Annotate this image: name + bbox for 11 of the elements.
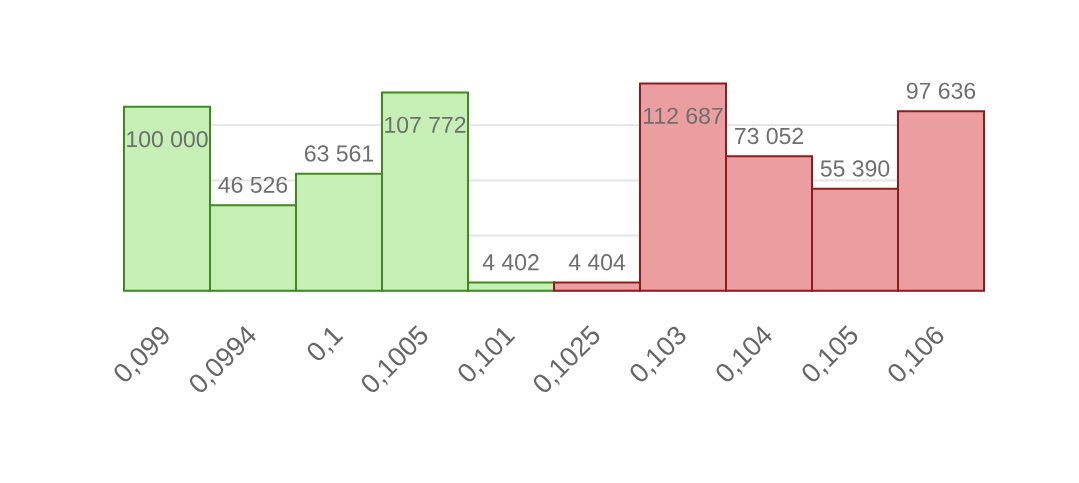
data-label: 97 636 <box>906 82 976 99</box>
data-label: 4 402 <box>482 254 539 271</box>
data-label: 63 561 <box>304 145 374 162</box>
data-label: 73 052 <box>735 127 803 145</box>
data-label: 112 687 <box>644 107 723 124</box>
data-label: 55 390 <box>820 160 890 177</box>
data-label: 4 404 <box>568 254 626 271</box>
data-label: 100 000 <box>127 131 208 148</box>
data-label: 46 526 <box>218 176 288 193</box>
x-tick-label: 0,1 <box>307 327 344 361</box>
data-label: 107 772 <box>385 116 466 133</box>
